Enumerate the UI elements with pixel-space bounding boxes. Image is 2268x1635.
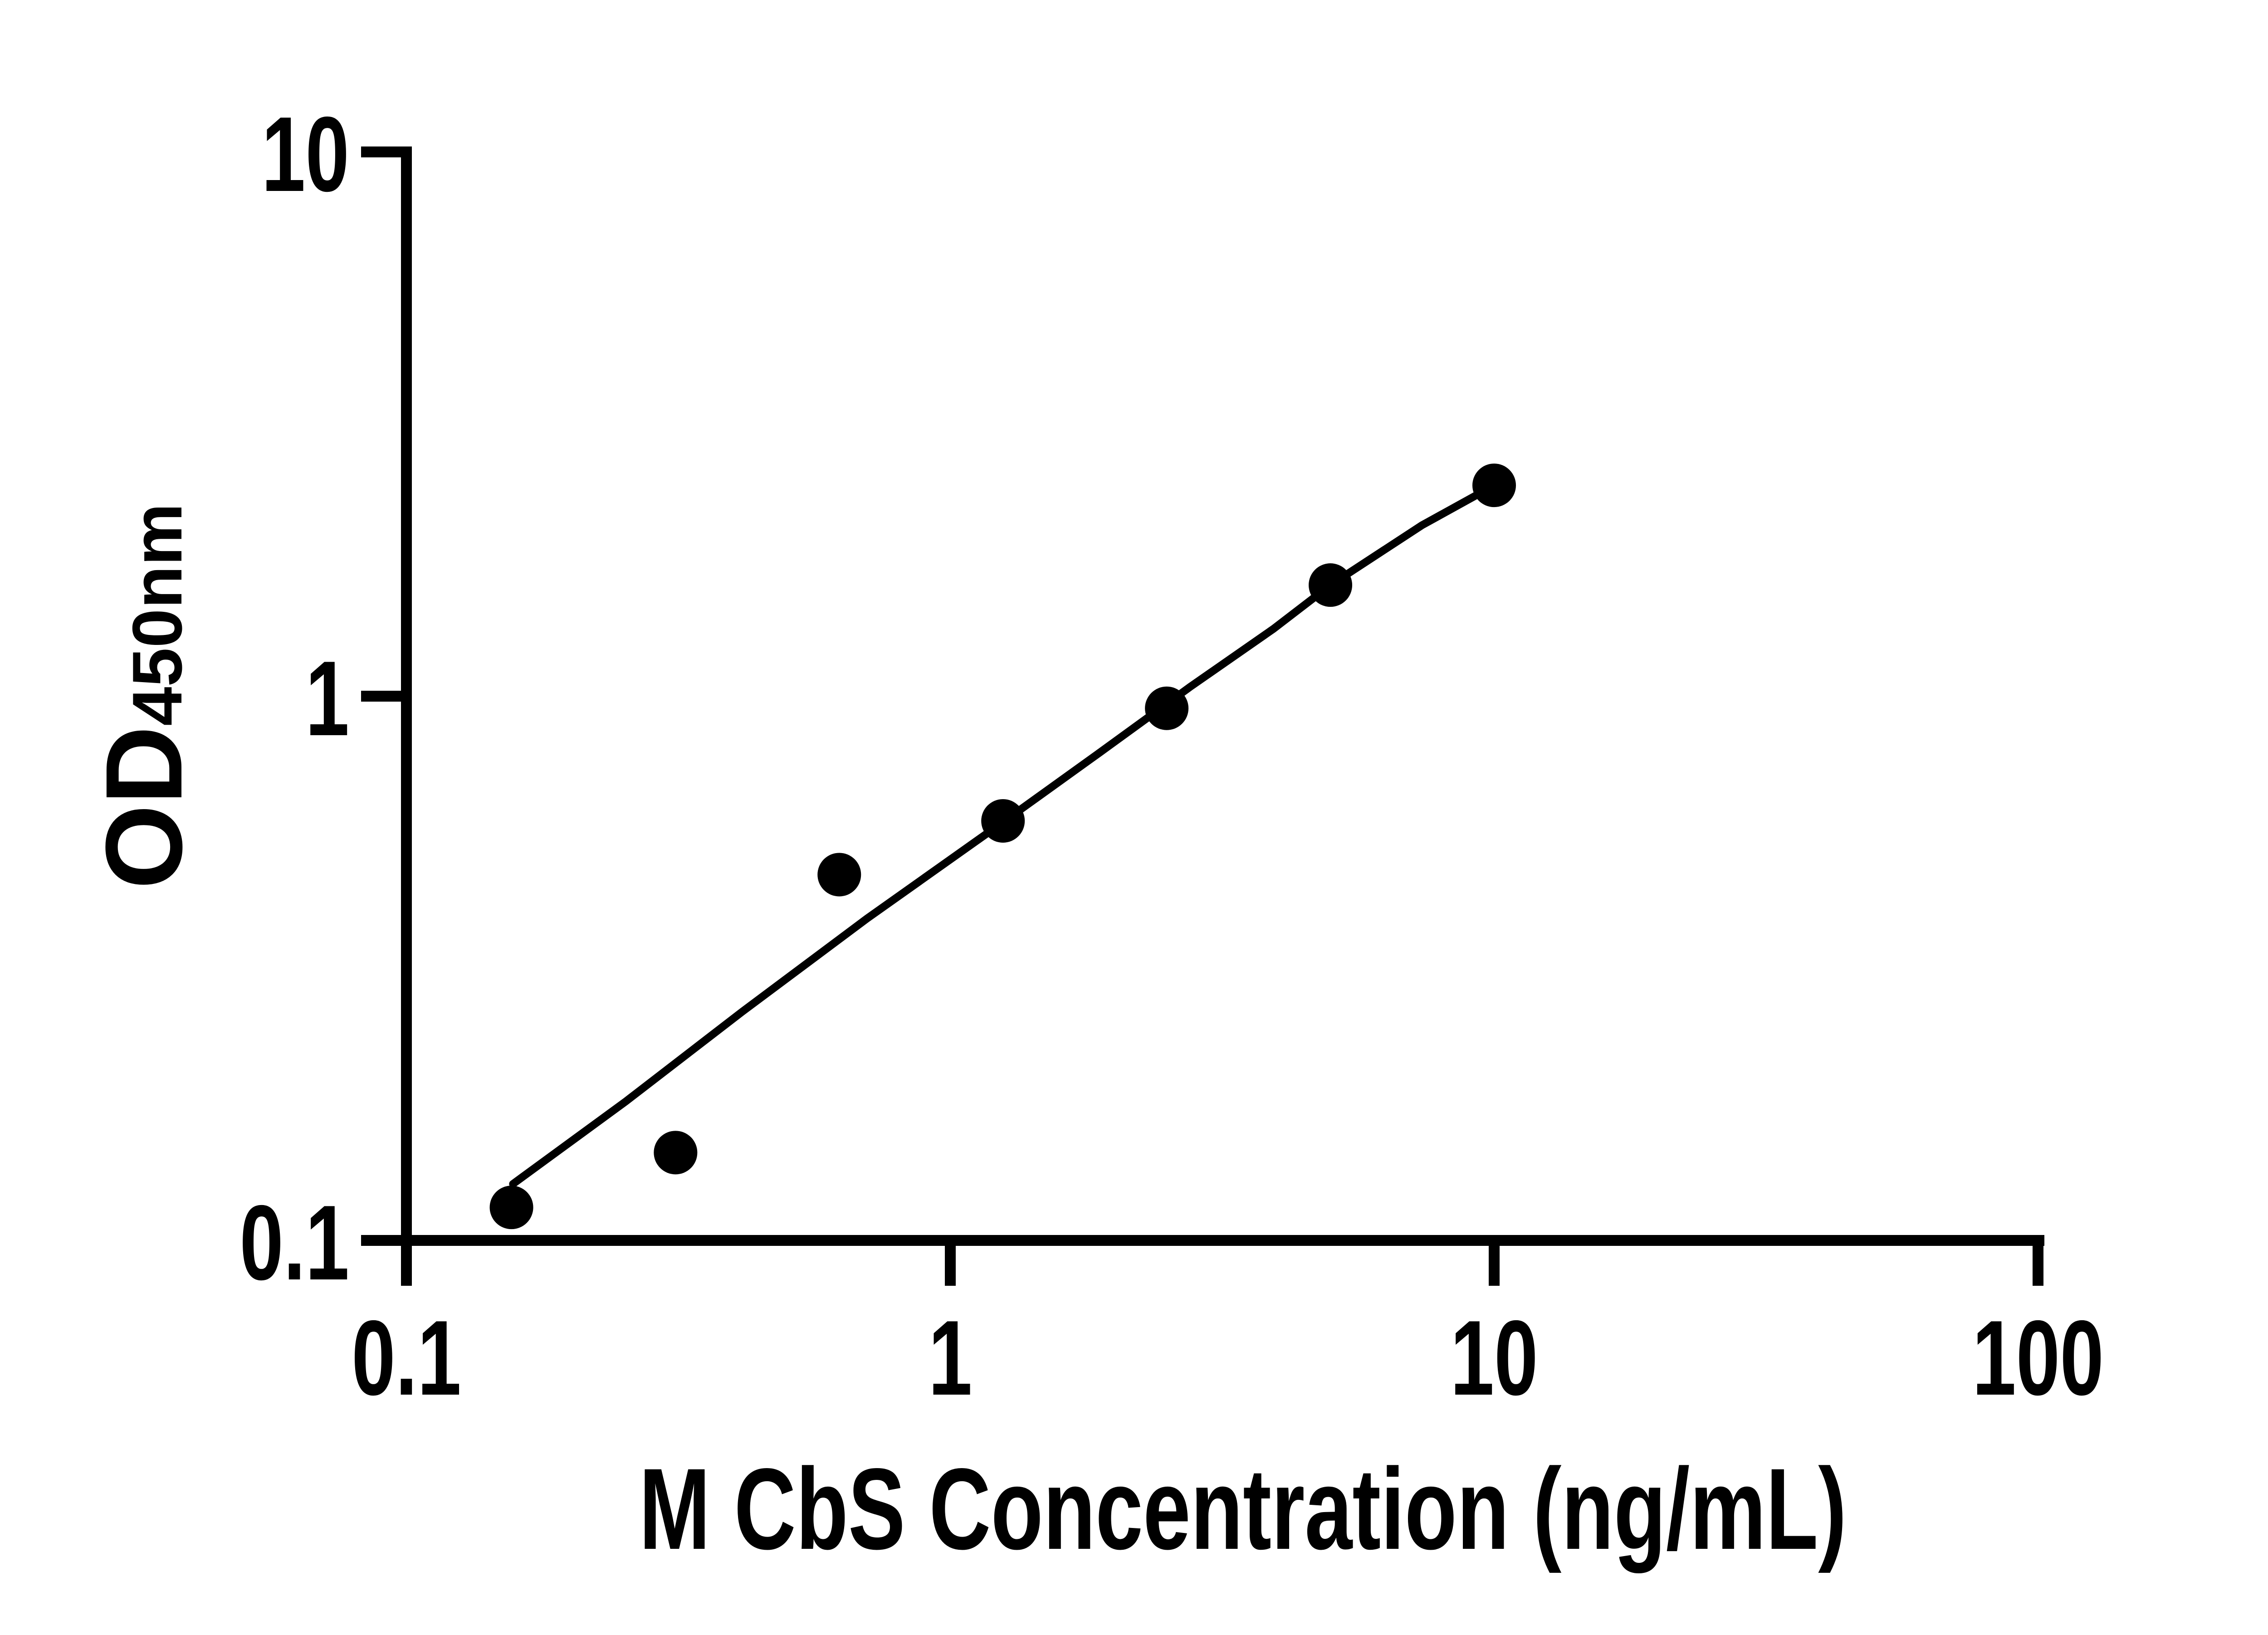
data-point [817, 853, 861, 897]
curve-group [509, 481, 1498, 1188]
data-point [1309, 563, 1353, 607]
x-axis-title: M CbS Concentration (ng/mL) [639, 1444, 1847, 1573]
y-tick-label: 1 [305, 639, 349, 758]
x-tick-label: 10 [1450, 1298, 1538, 1417]
data-point [1145, 686, 1189, 730]
y-tick-label: 0.1 [240, 1183, 349, 1302]
x-tick-label: 1 [929, 1298, 973, 1417]
y-axis-title-main: OD [83, 726, 205, 889]
data-point [1472, 464, 1516, 508]
tick-label-group: 0.1 1 10 100 0.1 1 10 [240, 94, 2104, 1417]
fit-curve [509, 481, 1498, 1188]
x-tick-label: 100 [1972, 1298, 2104, 1417]
y-tick-label: 10 [262, 94, 349, 214]
data-point [489, 1186, 533, 1230]
x-tick-label: 0.1 [352, 1298, 461, 1417]
point-group [489, 464, 1516, 1230]
y-axis-title-sub: 450nm [118, 503, 196, 726]
y-axis-title: OD450nm [83, 503, 205, 889]
tick-group [361, 146, 2043, 1286]
data-point [981, 799, 1025, 843]
data-point [654, 1131, 698, 1175]
